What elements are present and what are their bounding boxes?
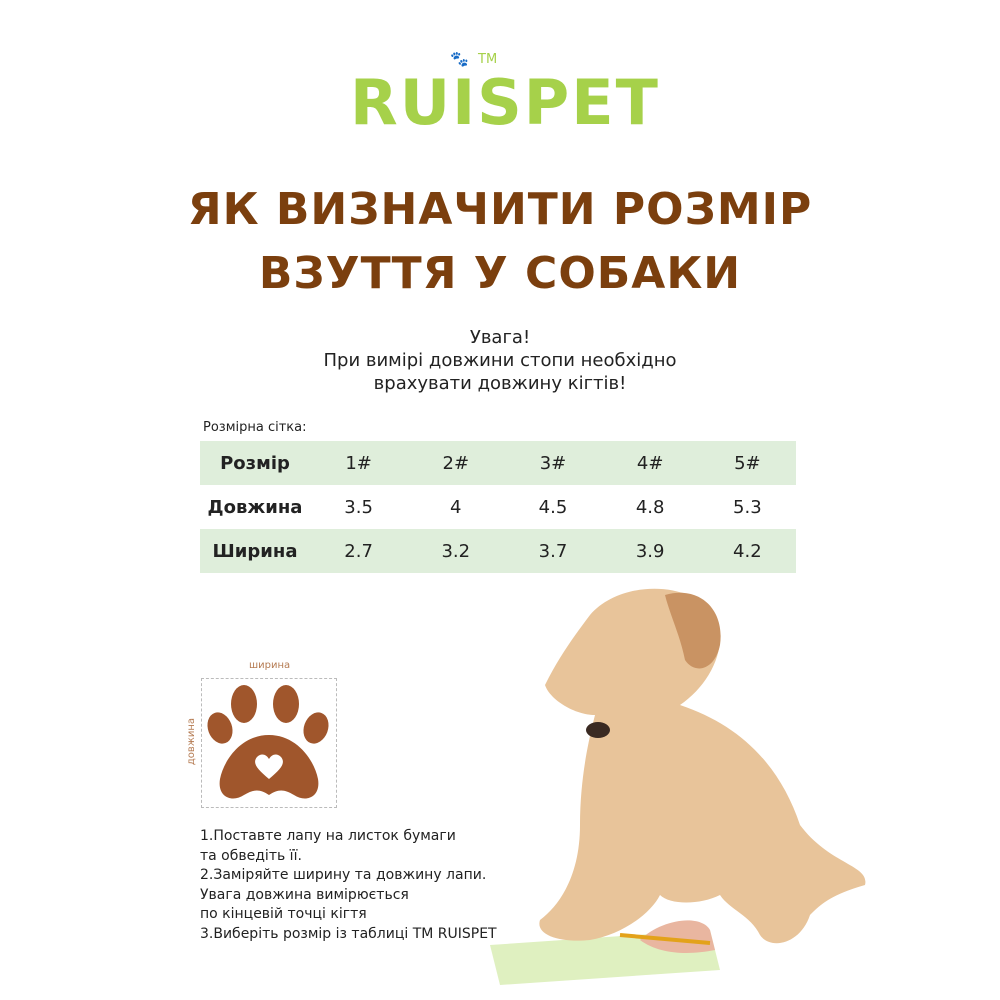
row-header: Ширина bbox=[212, 540, 298, 562]
table-cell: 4.5 bbox=[538, 496, 568, 518]
table-row: Розмір 1# 2# 3# 4# 5# bbox=[200, 441, 796, 485]
instructions: 1.Поставте лапу на листок бумаги та обве… bbox=[200, 827, 497, 944]
paw-print-icon bbox=[207, 685, 329, 799]
step-text: та обведіть її. bbox=[200, 847, 302, 864]
table-cell: 3.2 bbox=[441, 540, 471, 562]
width-label: ширина bbox=[249, 660, 291, 671]
notice: Увага! При вимірі довжини стопи необхідн… bbox=[0, 326, 1000, 395]
row-header: Розмір bbox=[220, 452, 290, 474]
notice-text: При вимірі довжини стопи необхідно bbox=[323, 350, 677, 371]
table-cell: 3# bbox=[539, 452, 567, 474]
page-title: ЯК ВИЗНАЧИТИ РОЗМІР ВЗУТТЯ У СОБАКИ bbox=[0, 178, 1000, 306]
pencil bbox=[619, 933, 711, 945]
table-cell: 5.3 bbox=[733, 496, 762, 518]
table-cell: 4.2 bbox=[733, 540, 762, 562]
puppy-body bbox=[539, 588, 866, 944]
step-text: 2.Заміряйте ширину та довжину лапи. bbox=[200, 867, 487, 883]
step-text: 1.Поставте лапу на листок бумаги bbox=[200, 828, 456, 844]
puppy-ear bbox=[665, 592, 721, 669]
notice-heading: Увага! bbox=[469, 327, 531, 348]
step-text: Увага довжина вимірюється bbox=[200, 886, 409, 903]
ruispet-logo: 🐾 TM RUISPET bbox=[350, 50, 660, 136]
table-row: Ширина 2.7 3.2 3.7 3.9 4.2 bbox=[200, 529, 796, 573]
title-line-2: ВЗУТТЯ У СОБАКИ bbox=[258, 248, 742, 299]
puppy-nose bbox=[586, 722, 610, 738]
table-cell: 2.7 bbox=[344, 540, 373, 562]
step-text: 3.Виберіть розмір із таблиці TM RUISPET bbox=[200, 925, 497, 942]
table-cell: 4# bbox=[636, 452, 664, 474]
table-cell: 2# bbox=[442, 452, 470, 474]
paw-diagram bbox=[201, 678, 337, 808]
hand bbox=[640, 920, 715, 953]
table-cell: 4 bbox=[450, 496, 462, 518]
row-header: Довжина bbox=[207, 496, 303, 518]
size-grid-label: Розмірна сітка: bbox=[203, 420, 307, 435]
table-cell: 4.8 bbox=[635, 496, 665, 518]
notice-text: врахувати довжину кігтів! bbox=[373, 373, 627, 394]
size-table: Розмір 1# 2# 3# 4# 5# Довжина 3.5 4 4.5 … bbox=[200, 441, 796, 573]
paw-icon: 🐾 bbox=[450, 50, 469, 68]
length-label: довжина bbox=[186, 718, 197, 766]
title-line-1: ЯК ВИЗНАЧИТИ РОЗМІР bbox=[187, 184, 813, 235]
table-row: Довжина 3.5 4 4.5 4.8 5.3 bbox=[200, 485, 796, 529]
logo-text: RUISPET bbox=[350, 66, 660, 139]
logo-tm: TM bbox=[478, 52, 498, 67]
table-cell: 3.7 bbox=[538, 540, 568, 562]
puppy-photo bbox=[490, 588, 866, 985]
step-text: по кінцевій точці кігтя bbox=[200, 906, 367, 922]
table-cell: 3.9 bbox=[635, 540, 665, 562]
table-cell: 5# bbox=[734, 452, 761, 474]
table-cell: 3.5 bbox=[344, 496, 373, 518]
table-cell: 1# bbox=[345, 452, 372, 474]
